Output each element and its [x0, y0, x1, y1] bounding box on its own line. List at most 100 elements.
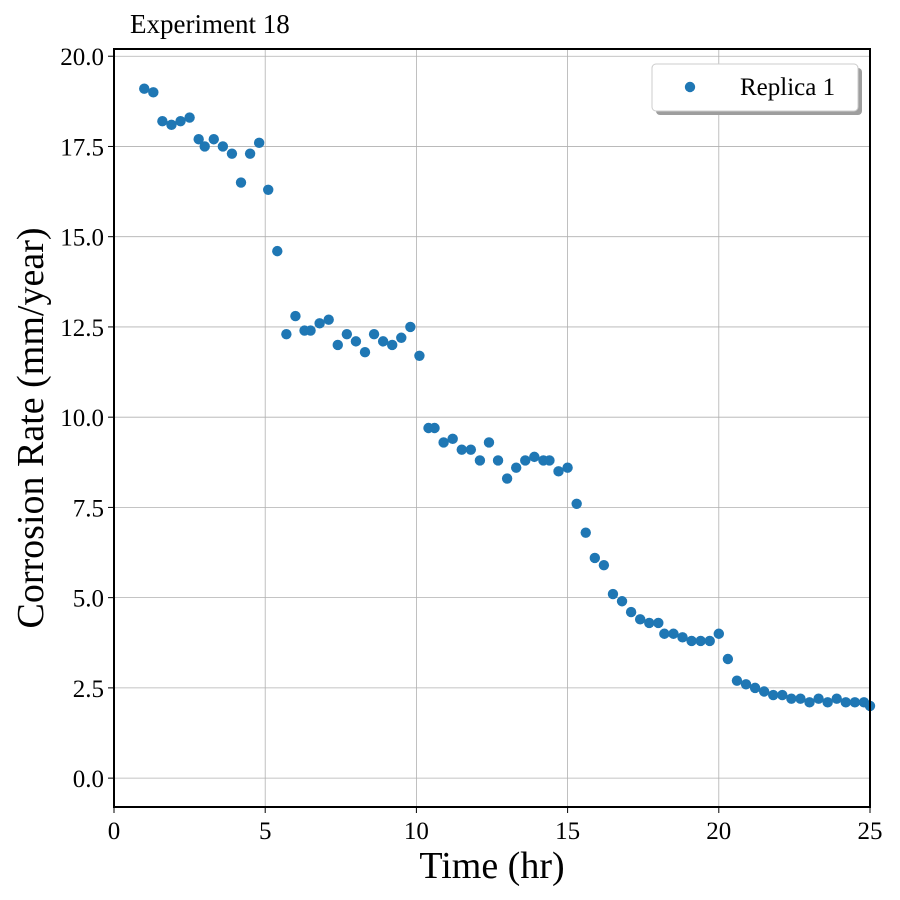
data-point	[616, 596, 628, 607]
data-point	[625, 606, 637, 618]
data-point	[677, 632, 688, 643]
y-tick-label: 12.5	[60, 315, 104, 342]
data-point	[659, 628, 670, 639]
data-point	[281, 328, 292, 340]
data-point	[217, 141, 229, 152]
plot-frame	[113, 48, 871, 808]
data-point	[768, 689, 779, 701]
data-point	[447, 433, 458, 445]
x-tick-label: 25	[858, 818, 883, 845]
data-point	[377, 336, 389, 347]
data-point	[804, 697, 815, 708]
data-point	[226, 148, 238, 159]
data-point	[520, 455, 531, 466]
data-point	[722, 653, 734, 665]
data-point	[139, 83, 150, 94]
x-tick-label: 20	[706, 818, 731, 845]
data-point	[244, 148, 256, 159]
data-point	[414, 350, 425, 362]
data-point	[157, 115, 168, 127]
data-point	[731, 675, 743, 686]
data-point	[166, 119, 177, 130]
data-point	[332, 339, 343, 351]
data-point	[529, 451, 540, 463]
y-tick-label: 20.0	[60, 44, 104, 71]
data-point	[749, 682, 761, 694]
data-point	[492, 455, 504, 466]
data-point	[184, 112, 195, 123]
chart-title: Experiment 18	[130, 9, 290, 39]
y-tick-label: 5.0	[73, 586, 104, 613]
data-point	[598, 559, 610, 571]
data-point	[840, 697, 852, 708]
data-point	[813, 693, 824, 704]
data-point	[323, 314, 334, 325]
data-point	[831, 693, 842, 704]
data-point	[359, 347, 371, 358]
x-tick-label: 5	[259, 818, 272, 845]
data-point	[553, 466, 564, 477]
y-axis-title: Corrosion Rate (mm/year)	[10, 227, 52, 628]
legend-box	[651, 63, 859, 112]
data-point	[396, 332, 407, 343]
data-point	[341, 328, 353, 340]
data-point	[305, 325, 316, 336]
data-point	[668, 628, 679, 639]
data-point	[263, 184, 274, 195]
data-point	[290, 310, 301, 322]
data-point	[387, 339, 398, 351]
data-point	[589, 552, 601, 564]
y-tick-label: 2.5	[73, 676, 104, 703]
y-tick-label: 10.0	[60, 405, 104, 432]
data-point	[758, 686, 770, 697]
data-point	[272, 245, 283, 257]
y-tick-label: 0.0	[73, 766, 104, 793]
data-point	[474, 455, 486, 466]
data-point	[607, 588, 619, 600]
data-point	[235, 177, 247, 188]
data-point	[544, 455, 555, 466]
data-point	[786, 693, 797, 704]
data-point	[580, 527, 591, 538]
data-point	[653, 617, 664, 629]
data-point	[644, 617, 655, 629]
data-point	[822, 697, 833, 708]
data-point	[571, 498, 582, 509]
x-tick-label: 15	[555, 818, 580, 845]
data-point	[350, 336, 362, 347]
y-tick-label: 17.5	[60, 134, 104, 161]
data-point	[849, 697, 861, 708]
data-point	[405, 321, 416, 333]
data-point	[634, 614, 646, 625]
data-point	[777, 689, 788, 701]
data-point	[465, 444, 477, 455]
data-point	[148, 87, 159, 98]
data-point	[695, 635, 706, 647]
data-point	[429, 422, 440, 434]
data-point	[456, 444, 467, 455]
data-point	[740, 679, 752, 690]
data-point	[199, 141, 210, 152]
data-point	[314, 318, 325, 329]
data-point	[795, 693, 806, 704]
ticks-layer: 0 5 10 15 20 25 0.0 2.5 5.0 7.5 10.0 12.5 15.0 17.5 20…	[60, 44, 882, 845]
x-axis-title: Time (hr)	[419, 845, 564, 887]
legend-marker	[684, 81, 696, 93]
data-point	[438, 437, 449, 448]
data-point	[686, 635, 697, 647]
data-point	[562, 462, 573, 473]
legend: Replica 1	[651, 63, 862, 115]
y-tick-label: 15.0	[60, 225, 104, 252]
data-point	[175, 115, 186, 127]
data-point	[713, 628, 724, 639]
data-point	[208, 134, 219, 145]
data-point	[501, 473, 513, 484]
x-tick-label: 10	[404, 818, 429, 845]
points-layer	[139, 83, 876, 712]
data-point	[253, 137, 265, 149]
y-tick-label: 7.5	[73, 495, 104, 522]
data-point	[510, 462, 522, 473]
x-tick-label: 0	[108, 818, 121, 845]
